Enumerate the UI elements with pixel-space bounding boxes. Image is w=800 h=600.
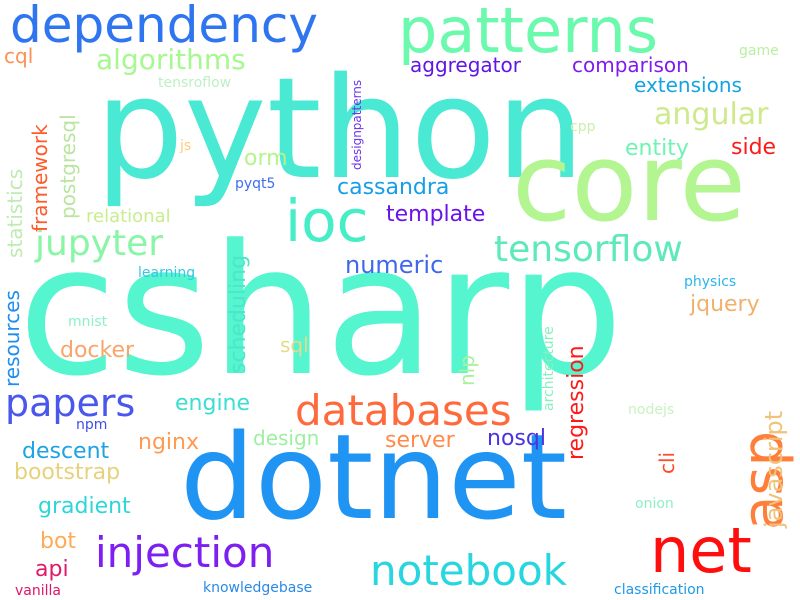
word-algorithms: algorithms bbox=[96, 43, 246, 76]
word-databases: databases bbox=[295, 386, 512, 435]
word-knowledgebase: knowledgebase bbox=[203, 580, 313, 596]
word-template: template bbox=[386, 202, 486, 227]
word-pyqt5: pyqt5 bbox=[235, 176, 276, 192]
word-postgresql: postgresql bbox=[56, 114, 80, 219]
word-tensroflow: tensroflow bbox=[158, 75, 232, 91]
word-aggregator: aggregator bbox=[410, 53, 521, 77]
word-js: js bbox=[180, 138, 192, 154]
word-statistics: statistics bbox=[3, 168, 27, 258]
word-designpatterns: designpatterns bbox=[350, 79, 364, 170]
word-framework: framework bbox=[28, 124, 52, 232]
word-cpp: cpp bbox=[570, 119, 596, 135]
word-engine: engine bbox=[175, 391, 251, 416]
word-jquery: jquery bbox=[690, 292, 760, 317]
word-nosql: nosql bbox=[487, 426, 546, 451]
word-game: game bbox=[739, 43, 779, 59]
word-relational: relational bbox=[86, 206, 171, 227]
word-bootstrap: bootstrap bbox=[14, 460, 121, 485]
word-net: net bbox=[650, 514, 752, 587]
word-api: api bbox=[35, 557, 69, 582]
word-core: core bbox=[512, 121, 746, 246]
word-nodejs: nodejs bbox=[628, 402, 675, 418]
word-cassandra: cassandra bbox=[337, 175, 450, 200]
word-server: server bbox=[385, 428, 455, 453]
word-csharp: csharp bbox=[18, 207, 624, 416]
word-architecture: architecture bbox=[541, 326, 557, 411]
word-resources: resources bbox=[0, 290, 24, 387]
word-entity: entity bbox=[625, 136, 689, 161]
word-angular: angular bbox=[654, 97, 769, 132]
word-docker: docker bbox=[60, 338, 135, 363]
word-orm: orm bbox=[244, 146, 288, 171]
word-nginx: nginx bbox=[138, 430, 199, 455]
word-learning: learning bbox=[138, 265, 196, 281]
word-sql: sql bbox=[280, 333, 309, 357]
word-mnist: mnist bbox=[68, 314, 108, 330]
word-gradient: gradient bbox=[38, 494, 131, 519]
word-dotnet: dotnet bbox=[180, 408, 568, 546]
word-python: python bbox=[95, 48, 585, 211]
word-tensorflow: tensorflow bbox=[494, 229, 683, 270]
word-cli: cli bbox=[655, 451, 679, 474]
word-dependency: dependency bbox=[10, 0, 318, 54]
word-numeric: numeric bbox=[345, 251, 444, 279]
word-physics: physics bbox=[684, 274, 737, 290]
word-notebook: notebook bbox=[370, 546, 567, 595]
word-jupyter: jupyter bbox=[35, 223, 164, 264]
word-extensions: extensions bbox=[634, 73, 742, 97]
word-nlp: nlp bbox=[455, 355, 479, 386]
word-design: design bbox=[253, 426, 320, 450]
word-bot: bot bbox=[40, 529, 77, 554]
word-injection: injection bbox=[95, 528, 275, 577]
word-ioc: ioc bbox=[285, 187, 369, 255]
word-descent: descent bbox=[22, 439, 110, 464]
word-regression: regression bbox=[564, 345, 589, 460]
word-papers: papers bbox=[5, 381, 136, 425]
word-classification: classification bbox=[614, 582, 705, 598]
word-patterns: patterns bbox=[398, 0, 659, 67]
word-comparison: comparison bbox=[572, 53, 689, 77]
word-javascript: javascript bbox=[760, 410, 788, 528]
word-side: side bbox=[731, 135, 777, 160]
word-npm: npm bbox=[76, 417, 108, 433]
word-vanilla: vanilla bbox=[15, 583, 61, 599]
word-onion: onion bbox=[635, 496, 674, 512]
word-scheduling: scheduling bbox=[226, 254, 251, 374]
word-cql: cql bbox=[4, 44, 34, 68]
